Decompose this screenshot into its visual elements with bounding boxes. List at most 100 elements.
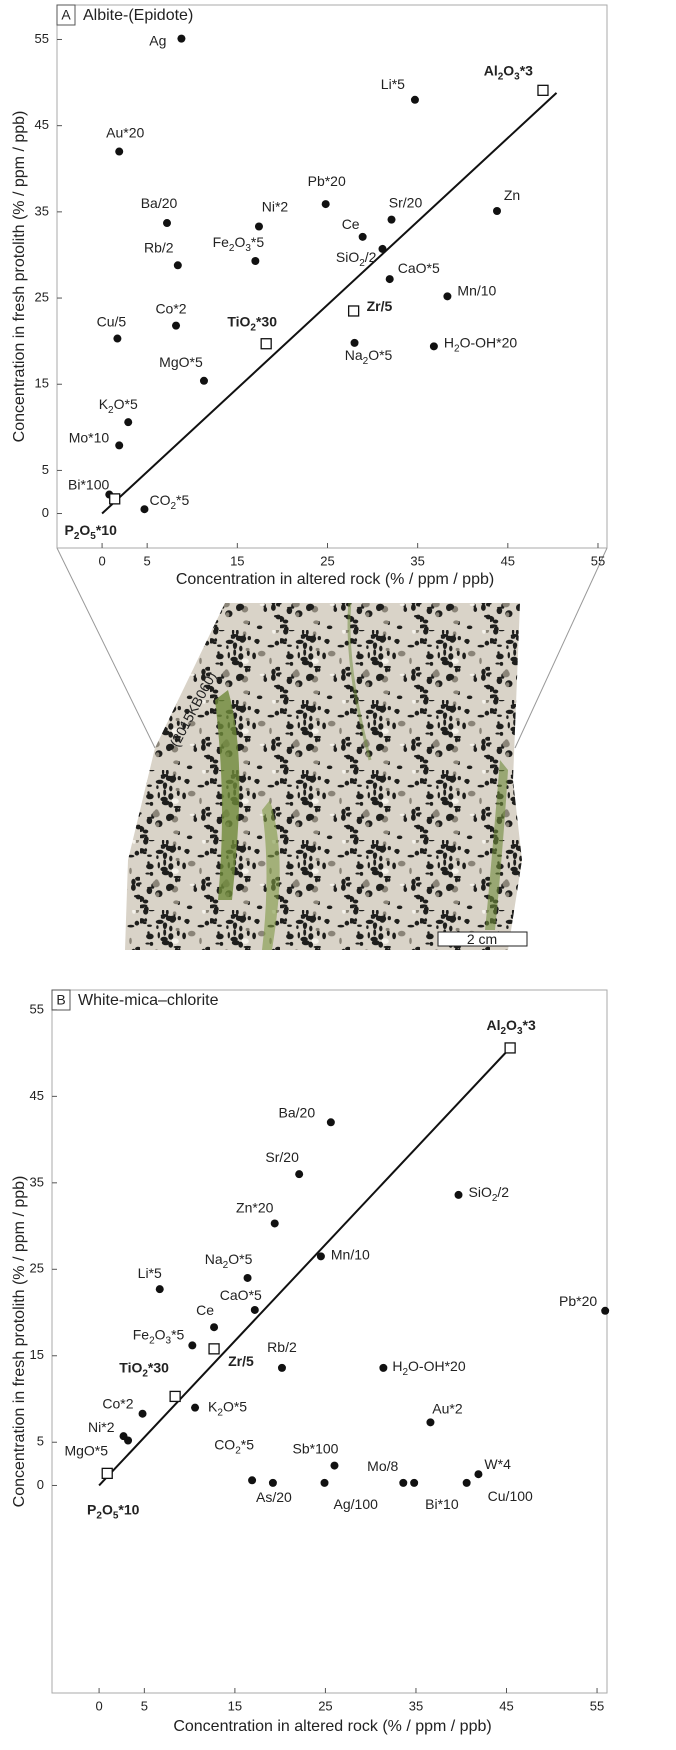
point-label: CaO*5 bbox=[398, 260, 440, 276]
point-label: K2O*5 bbox=[99, 396, 138, 416]
point-label: CO2*5 bbox=[149, 492, 189, 512]
y-tick-label: 35 bbox=[35, 203, 49, 218]
point bbox=[601, 1307, 609, 1315]
x-tick-label: 55 bbox=[590, 1698, 604, 1713]
scale-label: 2 cm bbox=[467, 931, 497, 947]
point bbox=[177, 35, 185, 43]
y-axis-title: Concentration in fresh protolith (% / pp… bbox=[11, 111, 28, 443]
point bbox=[359, 233, 367, 241]
point bbox=[430, 342, 438, 350]
y-tick-label: 0 bbox=[37, 1477, 44, 1492]
point bbox=[200, 377, 208, 385]
x-tick-label: 15 bbox=[228, 1698, 242, 1713]
point-label: W*4 bbox=[484, 1456, 511, 1472]
point-label: Ba/20 bbox=[141, 195, 178, 211]
point bbox=[269, 1479, 277, 1487]
point-label: P2O5*10 bbox=[65, 522, 118, 542]
point bbox=[426, 1418, 434, 1426]
point bbox=[140, 505, 148, 513]
point bbox=[124, 418, 132, 426]
point-label: Al2O3*3 bbox=[484, 62, 533, 82]
y-tick-label: 25 bbox=[35, 289, 49, 304]
y-axis-title: Concentration in fresh protolith (% / pp… bbox=[11, 1176, 28, 1508]
point-label: Li*5 bbox=[381, 76, 405, 92]
point-label: TiO2*30 bbox=[227, 313, 277, 333]
point-label: TiO2*30 bbox=[119, 1359, 169, 1379]
point-label: Zn bbox=[504, 187, 520, 203]
point-label: Na2O*5 bbox=[205, 1251, 253, 1271]
point bbox=[388, 216, 396, 224]
point-label: P2O5*10 bbox=[87, 1501, 140, 1521]
x-tick-label: 0 bbox=[98, 553, 105, 568]
point-label: Na2O*5 bbox=[345, 347, 393, 367]
point-label: K2O*5 bbox=[208, 1398, 247, 1418]
y-tick-label: 5 bbox=[37, 1434, 44, 1449]
point-label: MgO*5 bbox=[64, 1442, 108, 1458]
point-label: Mo*10 bbox=[69, 429, 110, 445]
point-square bbox=[505, 1043, 515, 1053]
point-label: Co*2 bbox=[102, 1395, 133, 1411]
point bbox=[115, 148, 123, 156]
point-square bbox=[538, 85, 548, 95]
panel-title: Albite-(Epidote) bbox=[83, 7, 193, 24]
point bbox=[443, 292, 451, 300]
point-label: Ni*2 bbox=[88, 1419, 115, 1435]
plot-frame bbox=[57, 5, 607, 548]
point-label: CaO*5 bbox=[220, 1287, 262, 1303]
point bbox=[379, 1364, 387, 1372]
point-label: Sr/20 bbox=[389, 194, 423, 210]
point bbox=[386, 275, 394, 283]
point-label: Zr/5 bbox=[228, 1353, 254, 1369]
point-label: Sr/20 bbox=[265, 1149, 299, 1165]
rock-photo bbox=[120, 600, 530, 955]
panel-letter: A bbox=[61, 7, 71, 23]
point-label: Ag bbox=[149, 32, 166, 48]
point-label: As/20 bbox=[256, 1489, 292, 1505]
x-tick-label: 25 bbox=[318, 1698, 332, 1713]
point-label: Pb*20 bbox=[308, 173, 346, 189]
y-tick-label: 45 bbox=[30, 1088, 44, 1103]
point bbox=[244, 1274, 252, 1282]
point bbox=[410, 1479, 418, 1487]
y-tick-label: 5 bbox=[42, 462, 49, 477]
point-label: Mo/8 bbox=[367, 1458, 398, 1474]
panel-letter: B bbox=[56, 992, 65, 1008]
point-label: Ag/100 bbox=[334, 1496, 379, 1512]
point bbox=[255, 223, 263, 231]
point bbox=[463, 1479, 471, 1487]
point-label: Ba/20 bbox=[279, 1104, 316, 1120]
y-tick-label: 25 bbox=[30, 1261, 44, 1276]
point bbox=[251, 257, 259, 265]
point bbox=[321, 1479, 329, 1487]
y-tick-label: 15 bbox=[35, 376, 49, 391]
point bbox=[115, 441, 123, 449]
point bbox=[251, 1306, 259, 1314]
point-label: Zn*20 bbox=[236, 1199, 274, 1215]
x-tick-label: 25 bbox=[320, 553, 334, 568]
point-label: Cu/5 bbox=[97, 313, 127, 329]
point-square bbox=[349, 306, 359, 316]
point bbox=[317, 1252, 325, 1260]
point-square bbox=[170, 1391, 180, 1401]
point-label: Rb/2 bbox=[267, 1339, 297, 1355]
point-label: Cu/100 bbox=[488, 1488, 533, 1504]
point-label: Pb*20 bbox=[559, 1293, 597, 1309]
point-label: MgO*5 bbox=[159, 353, 203, 369]
y-tick-label: 55 bbox=[35, 31, 49, 46]
point-label: Fe2O3*5 bbox=[133, 1326, 185, 1346]
y-tick-label: 15 bbox=[30, 1347, 44, 1362]
point bbox=[248, 1476, 256, 1484]
point bbox=[399, 1479, 407, 1487]
x-tick-label: 45 bbox=[499, 1698, 513, 1713]
x-axis-title: Concentration in altered rock (% / ppm /… bbox=[176, 571, 494, 588]
point-label: Au*2 bbox=[432, 1400, 463, 1416]
point bbox=[188, 1341, 196, 1349]
point-label: Bi*100 bbox=[68, 476, 109, 492]
x-tick-label: 15 bbox=[230, 553, 244, 568]
point-label: SiO2/2 bbox=[469, 1184, 510, 1204]
point-label: Li*5 bbox=[138, 1265, 162, 1281]
point-label: Mn/10 bbox=[331, 1246, 370, 1262]
y-tick-label: 0 bbox=[42, 505, 49, 520]
point-label: Sb*100 bbox=[293, 1440, 339, 1456]
point bbox=[191, 1404, 199, 1412]
